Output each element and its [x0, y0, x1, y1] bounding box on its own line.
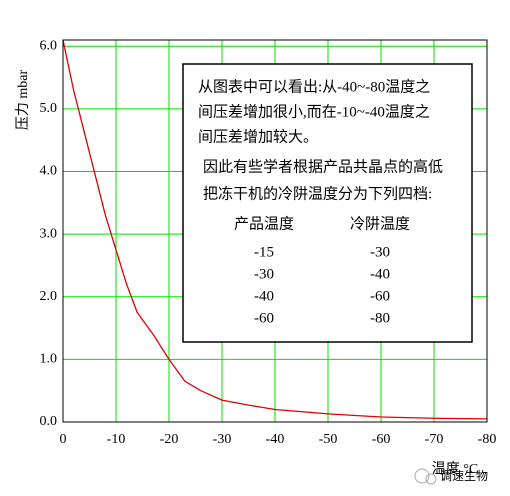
x-tick-label: -60 — [372, 432, 391, 447]
x-tick-label: 0 — [60, 432, 67, 447]
table-cell: -30 — [254, 266, 274, 282]
annotation-line: 间压差增加很小,而在-10~-40温度之 — [198, 103, 430, 120]
y-tick-label: 6.0 — [40, 38, 58, 53]
annotation-line: 从图表中可以看出:从-40~-80温度之 — [198, 78, 430, 95]
x-tick-label: -50 — [319, 432, 338, 447]
y-tick-label: 5.0 — [40, 101, 58, 116]
y-tick-label: 0.0 — [40, 414, 58, 429]
table-cell: -60 — [254, 310, 274, 326]
annotation-box — [182, 63, 473, 343]
table-cell: -15 — [254, 244, 274, 260]
table-cell: -30 — [370, 244, 390, 260]
x-tick-label: -80 — [478, 432, 497, 447]
y-tick-label: 3.0 — [40, 226, 58, 241]
x-tick-label: -30 — [213, 432, 232, 447]
plot — [62, 39, 488, 420]
table-cell: -60 — [370, 288, 390, 304]
table-cell: -40 — [254, 288, 274, 304]
table-header: 冷阱温度 — [350, 215, 410, 232]
y-axis-label: 压力 mbar — [15, 70, 31, 131]
table-cell: -80 — [370, 310, 390, 326]
annotation-line: 间压差增加较大。 — [198, 127, 318, 145]
plot-frame — [62, 39, 488, 423]
y-tick-label: 1.0 — [40, 352, 58, 367]
line-series — [62, 39, 488, 420]
x-axis-label: 温度 °C — [432, 461, 478, 477]
x-tick-label: -20 — [160, 432, 179, 447]
annotation-line: 把冻干机的冷阱温度分为下列四档: — [203, 184, 432, 202]
table-cell: -40 — [370, 266, 390, 282]
watermark: 调速生物 — [440, 469, 488, 483]
annotation: 从图表中可以看出:从-40~-80温度之间压差增加很小,而在-10~-40温度之… — [198, 78, 443, 326]
x-tick-label: -70 — [425, 432, 444, 447]
y-tick-label: 4.0 — [40, 164, 58, 179]
table-header: 产品温度 — [234, 215, 294, 232]
watermark-icon — [414, 468, 437, 485]
annotation-line: 因此有些学者根据产品共晶点的高低 — [203, 158, 443, 175]
x-tick-label: -10 — [107, 432, 126, 447]
y-tick-label: 2.0 — [40, 289, 58, 304]
x-tick-label: -40 — [266, 432, 285, 447]
